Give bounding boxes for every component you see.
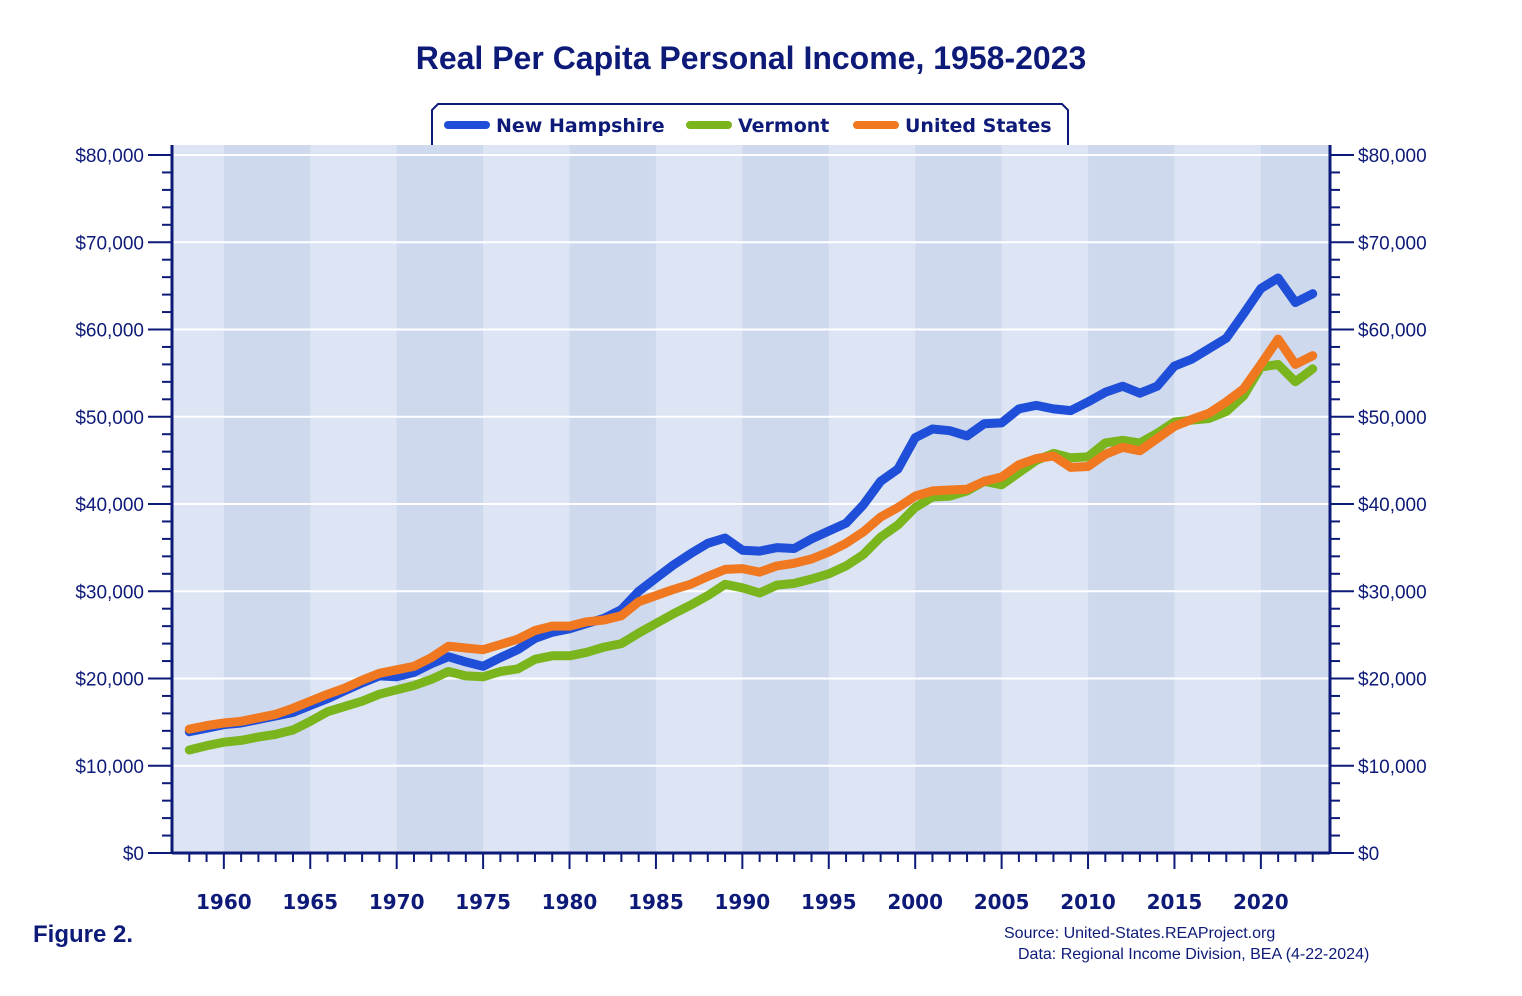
plot-band <box>1260 145 1322 853</box>
y-tick-label: $30,000 <box>75 582 144 603</box>
data-note-text: Data: Regional Income Division, BEA (4-2… <box>1018 946 1370 963</box>
series-line-vermont <box>184 359 1318 755</box>
legend-box <box>431 103 1069 145</box>
x-tick-label: 2020 <box>1233 890 1289 914</box>
series-line-united-states <box>184 334 1318 734</box>
plot-band <box>396 145 484 853</box>
x-tick-label: 1985 <box>628 890 684 914</box>
y-tick-label: $20,000 <box>1358 670 1427 691</box>
y-tick-label: $20,000 <box>75 670 144 691</box>
axes <box>170 145 1332 855</box>
legend-label: Vermont <box>738 115 829 137</box>
plot-band <box>569 145 656 853</box>
y-tick-label: $10,000 <box>75 757 144 778</box>
plot-band <box>1088 145 1175 853</box>
x-tick-label: 1975 <box>455 890 511 914</box>
x-tick-label: 2000 <box>887 890 943 914</box>
legend-label: New Hampshire <box>496 115 665 137</box>
legend: New Hampshire Vermont United States <box>431 103 1069 145</box>
y-tick-label: $0 <box>123 844 144 865</box>
y-axis-right-labels: $0 $10,000 $20,000 $30,000 $40,000 $50,000 $60… <box>1358 146 1427 865</box>
source-text: Source: United-States.REAProject.org <box>1004 925 1276 942</box>
y-tick-label: $80,000 <box>75 146 144 167</box>
x-tick-label: 1980 <box>542 890 598 914</box>
y-tick-label: $80,000 <box>1358 146 1427 167</box>
y-tick-label: $40,000 <box>75 495 144 516</box>
y-tick-label: $70,000 <box>75 233 144 254</box>
figure-label: Figure 2. <box>33 921 134 948</box>
legend-label: United States <box>905 115 1052 137</box>
series-lines <box>184 273 1318 755</box>
y-tick-label: $40,000 <box>1358 495 1427 516</box>
x-tick-label: 1995 <box>801 890 857 914</box>
y-tick-label: $0 <box>1358 844 1379 865</box>
x-tick-label: 2015 <box>1147 890 1203 914</box>
plot-band <box>223 145 311 853</box>
plot-background-bands <box>172 145 1330 853</box>
y-tick-label: $50,000 <box>75 408 144 429</box>
x-tick-label: 1970 <box>369 890 425 914</box>
chart-title: Real Per Capita Personal Income, 1958-20… <box>415 40 1087 76</box>
x-tick-label: 1990 <box>715 890 771 914</box>
x-tick-label: 1960 <box>196 890 252 914</box>
y-tick-label: $10,000 <box>1358 757 1427 778</box>
axis-ticks <box>148 154 1354 869</box>
y-tick-label: $60,000 <box>1358 321 1427 342</box>
y-tick-label: $50,000 <box>1358 408 1427 429</box>
plot-band <box>742 145 829 853</box>
x-tick-label: 2010 <box>1060 890 1116 914</box>
y-axis-left-labels: $0 $10,000 $20,000 $30,000 $40,000 $50,000 $60… <box>75 146 144 865</box>
x-axis-labels: 1960 1965 1970 1975 1980 1985 1990 1995 2000 2005… <box>196 890 1289 914</box>
y-tick-label: $30,000 <box>1358 582 1427 603</box>
x-tick-label: 2005 <box>974 890 1030 914</box>
y-tick-label: $70,000 <box>1358 233 1427 254</box>
y-tick-label: $60,000 <box>75 321 144 342</box>
x-tick-label: 1965 <box>282 890 338 914</box>
